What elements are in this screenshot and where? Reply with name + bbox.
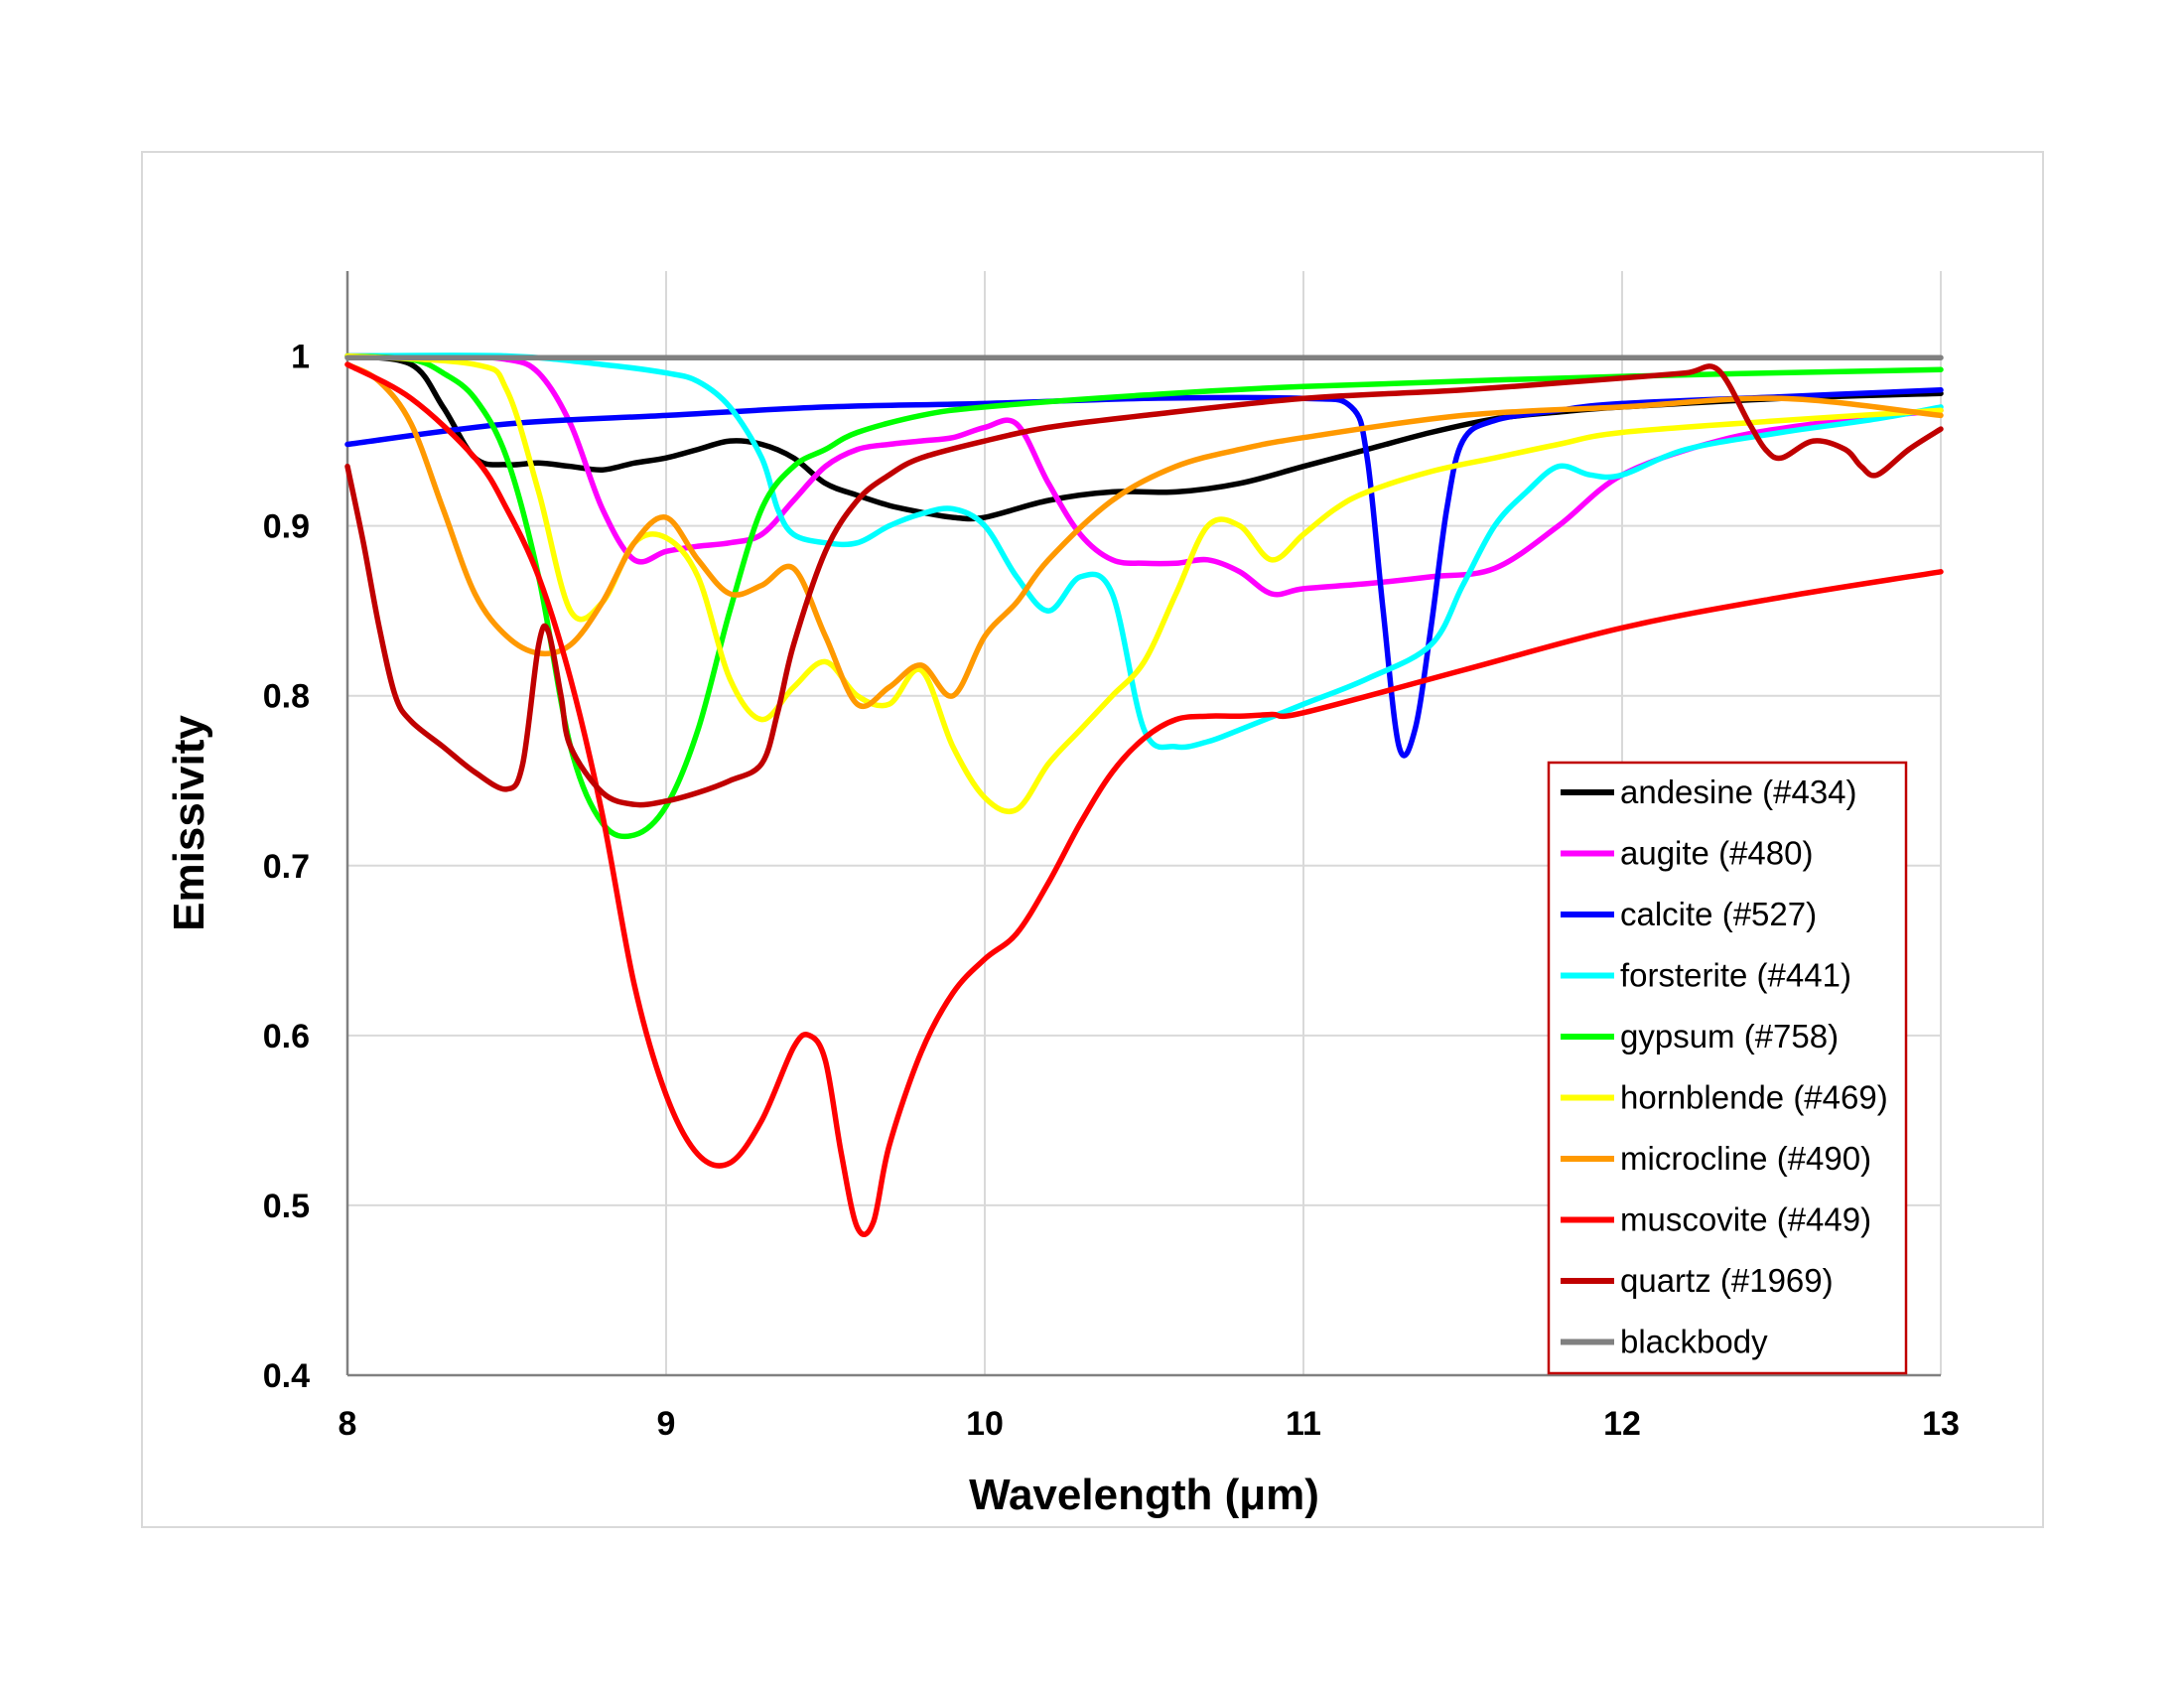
x-axis-title: Wavelength (μm): [969, 1471, 1319, 1519]
y-tick-label: 0.4: [263, 1357, 310, 1395]
x-tick-label: 9: [657, 1405, 676, 1443]
legend-item: augite (#480): [1561, 835, 1813, 872]
series-line-andesine: [344, 352, 1944, 522]
x-tick-label: 10: [966, 1405, 1004, 1443]
x-tick-label: 12: [1603, 1405, 1641, 1443]
x-tick-label: 13: [1922, 1405, 1960, 1443]
legend-label: andesine (#434): [1620, 774, 1857, 810]
y-tick-label: 1: [291, 339, 310, 376]
legend-label: blackbody: [1620, 1324, 1768, 1360]
legend-item: quartz (#1969): [1561, 1262, 1834, 1299]
legend-label: augite (#480): [1620, 835, 1813, 872]
legend-label: muscovite (#449): [1620, 1201, 1871, 1238]
axes: [345, 271, 1941, 1377]
legend-label: gypsum (#758): [1620, 1018, 1839, 1055]
legend-item: microcline (#490): [1561, 1140, 1871, 1177]
series-line-forsterite: [344, 352, 1944, 751]
series-line-muscovite: [344, 361, 1944, 1237]
legend-item: muscovite (#449): [1561, 1201, 1871, 1238]
legend-item: blackbody: [1561, 1324, 1768, 1360]
legend-label: hornblende (#469): [1620, 1079, 1888, 1116]
y-tick-label: 0.6: [263, 1018, 310, 1055]
legend-label: calcite (#527): [1620, 896, 1817, 932]
legend-label: quartz (#1969): [1620, 1262, 1834, 1299]
y-tick-label: 0.9: [263, 508, 310, 546]
y-axis-title: Emissivity: [165, 715, 213, 931]
x-tick-label: 8: [339, 1405, 357, 1443]
y-tick-label: 0.7: [263, 848, 310, 886]
legend-item: andesine (#434): [1561, 774, 1857, 810]
y-tick-label: 0.8: [263, 678, 310, 716]
y-tick-label: 0.5: [263, 1188, 310, 1225]
series-lines: [344, 352, 1944, 1237]
legend-label: forsterite (#441): [1620, 957, 1851, 994]
legend-item: calcite (#527): [1561, 896, 1817, 932]
legend-label: microcline (#490): [1620, 1140, 1871, 1177]
series-line-microcline: [344, 361, 1944, 709]
series-line-quartz: [344, 363, 1944, 808]
legend: andesine (#434) augite (#480) calcite (#52…: [1547, 761, 1908, 1375]
x-tick-label: 11: [1286, 1405, 1321, 1443]
legend-item: forsterite (#441): [1561, 957, 1851, 994]
legend-item: gypsum (#758): [1561, 1018, 1839, 1055]
tick-labels: 8 9 10 11 12 13 0.4 0.5 0.6 0.7 0.8 0.9 1: [263, 339, 1960, 1443]
series-line-augite: [344, 352, 1944, 598]
legend-item: hornblende (#469): [1561, 1079, 1888, 1116]
legend-box: [1547, 761, 1908, 1375]
